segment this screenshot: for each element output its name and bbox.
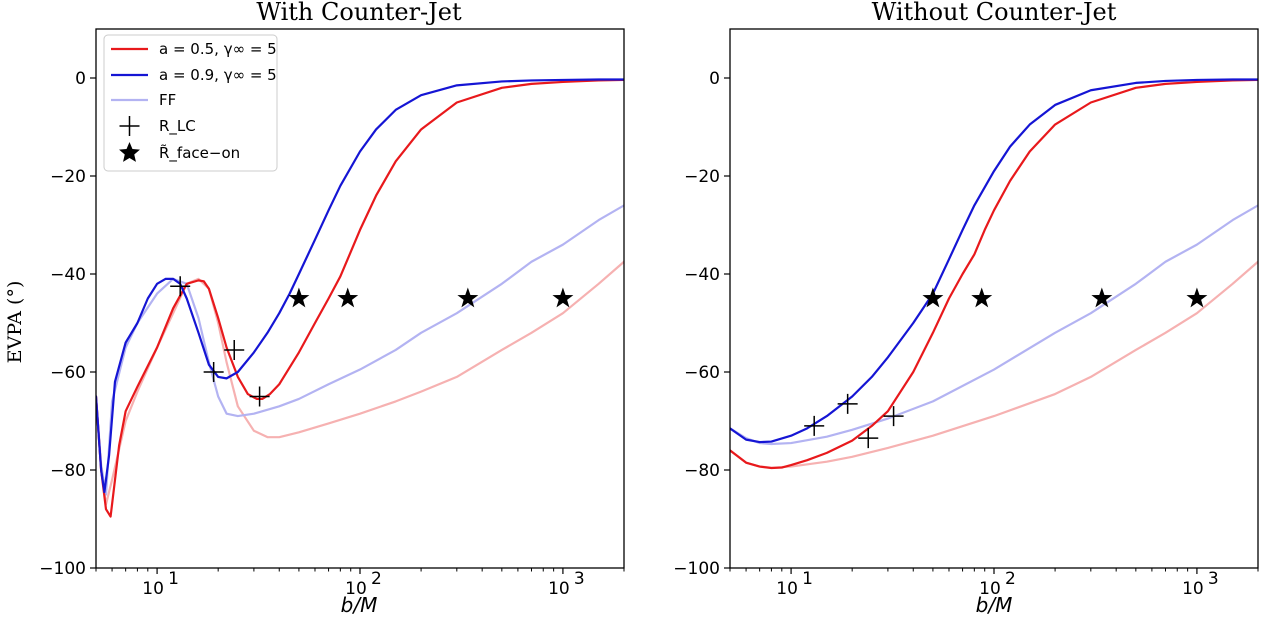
rfaceon-marker — [971, 287, 993, 308]
rfaceon-marker — [922, 287, 944, 308]
series-line — [96, 204, 624, 496]
axes-frame — [95, 28, 625, 569]
x-tick-label: 10 — [1182, 579, 1204, 599]
x-tick-exponent: 2 — [371, 569, 382, 589]
y-tick-label: −60 — [684, 363, 720, 383]
rfaceon-marker — [1186, 287, 1208, 308]
rlc-marker — [224, 339, 245, 360]
legend-frame — [103, 34, 278, 172]
legend-star-marker — [119, 142, 140, 162]
rfaceon-marker — [457, 287, 479, 308]
rlc-marker — [170, 276, 191, 297]
rlc-marker — [837, 393, 858, 414]
x-tick-label: 10 — [548, 579, 570, 599]
x-tick-exponent: 1 — [168, 569, 179, 589]
x-tick-exponent: 3 — [1208, 569, 1219, 589]
rfaceon-marker — [337, 287, 359, 308]
x-tick-exponent: 1 — [802, 569, 813, 589]
x-tick-exponent: 2 — [1005, 569, 1016, 589]
y-tick-label: −80 — [684, 461, 720, 481]
chart-title: Without Counter-Jet — [872, 0, 1117, 26]
legend-label-a05: a = 0.5, γ∞ = 5 — [159, 40, 277, 58]
x-tick-exponent: 3 — [574, 569, 585, 589]
series-line — [96, 78, 624, 494]
series-line — [96, 260, 624, 506]
y-tick-label: −100 — [673, 559, 720, 579]
series-group — [730, 78, 1258, 470]
y-tick-label: −40 — [684, 265, 720, 285]
legend-label-a09: a = 0.9, γ∞ = 5 — [159, 66, 277, 84]
series-line — [730, 204, 1258, 446]
y-tick-label: −40 — [50, 265, 86, 285]
rfaceon-marker — [552, 287, 574, 308]
rlc-marker — [249, 386, 270, 407]
panel-with-counter-jet: With Counter-Jet EVPA (°) b/M 0 −20 −40 −60… — [4, 0, 625, 617]
series-line — [730, 78, 1258, 470]
panel-without-counter-jet: Without Counter-Jet b/M 0 −20 −40 −60 −80 −10… — [673, 0, 1259, 617]
x-axis-label: b/M — [976, 593, 1013, 617]
x-axis-label: b/M — [341, 593, 378, 617]
legend-label-rfaceon: R̃_face−on — [159, 143, 240, 163]
legend-label-rlc: R_LC — [159, 117, 196, 136]
y-tick-label: −100 — [39, 559, 86, 579]
axes-frame — [729, 28, 1259, 569]
legend: a = 0.5, γ∞ = 5 a = 0.9, γ∞ = 5 FF R_LC … — [103, 34, 278, 172]
y-axis-label: EVPA (°) — [4, 281, 26, 364]
rlc-marker — [883, 406, 904, 427]
series-line — [730, 260, 1258, 469]
rfaceon-marker — [288, 287, 310, 308]
rlc-marker — [858, 428, 879, 449]
series-line — [730, 78, 1258, 444]
chart-title: With Counter-Jet — [256, 0, 462, 26]
rfaceon-marker — [1091, 287, 1113, 308]
y-tick-label: 0 — [75, 69, 86, 89]
x-tick-label: 10 — [345, 579, 367, 599]
y-tick-label: −80 — [50, 461, 86, 481]
y-tick-label: −20 — [684, 167, 720, 187]
rlc-marker — [203, 362, 224, 382]
x-tick-label: 10 — [142, 579, 164, 599]
x-tick-label: 10 — [979, 579, 1001, 599]
legend-plus-marker — [119, 116, 140, 136]
rlc-marker — [804, 415, 825, 436]
x-tick-label: 10 — [776, 579, 798, 599]
y-tick-label: −60 — [50, 363, 86, 383]
y-tick-label: 0 — [709, 69, 720, 89]
legend-label-ff: FF — [159, 91, 176, 109]
y-tick-label: −20 — [50, 167, 86, 187]
